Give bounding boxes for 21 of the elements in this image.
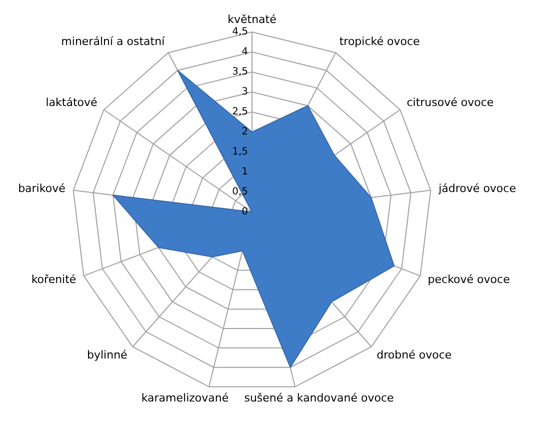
spoke-label: drobné ovoce	[376, 348, 452, 362]
y-tick-label: 1	[242, 166, 248, 178]
spoke-label: citrusové ovoce	[406, 96, 494, 109]
spoke-label: sušené a kandované ovoce	[244, 391, 394, 404]
spoke-label: bylinné	[87, 348, 128, 362]
spoke-label: květnaté	[228, 13, 277, 26]
y-tick-label: 4	[242, 46, 248, 58]
spoke-label: jádrové ovoce	[438, 182, 516, 195]
y-tick-label: 3	[242, 86, 248, 98]
spoke-label: tropické ovoce	[339, 34, 420, 48]
y-tick-label: 4,5	[232, 26, 248, 38]
y-tick-label: 2,5	[232, 106, 248, 118]
y-tick-label: 3,5	[232, 66, 248, 78]
spoke-label: laktátové	[46, 96, 98, 109]
spoke-label: karamelizované	[141, 391, 229, 404]
spoke-label: peckové ovoce	[428, 273, 510, 286]
y-tick-label: 2	[242, 126, 248, 138]
spoke-label: kořenité	[31, 273, 76, 286]
y-tick-label: 1,5	[232, 146, 248, 158]
spoke-label: minerální a ostatní	[61, 34, 166, 48]
spoke-label: barikové	[18, 182, 66, 195]
